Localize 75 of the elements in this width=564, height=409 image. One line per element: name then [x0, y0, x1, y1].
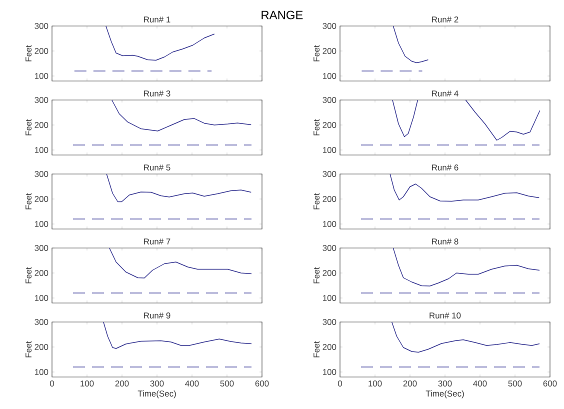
x-tick-label: 400	[185, 380, 199, 387]
line-series	[391, 322, 540, 353]
y-axis-title: Feet	[26, 341, 32, 358]
y-tick-label: 200	[322, 122, 336, 128]
x-tick-label: 200	[403, 380, 417, 387]
y-tick-label: 300	[322, 97, 336, 103]
y-tick-label: 300	[322, 245, 336, 251]
y-tick-label: 300	[34, 97, 48, 103]
x-tick-label: 600	[543, 380, 557, 387]
y-tick-label: 200	[34, 196, 48, 202]
y-tick-label: 300	[322, 171, 336, 177]
x-tick-label: 200	[115, 380, 129, 387]
x-tick-label: 500	[508, 380, 522, 387]
text: RANGE	[262, 10, 303, 20]
chart-title: Run# 1	[144, 16, 170, 22]
line-series	[112, 100, 252, 132]
x-axis-title: Time(Sec)	[138, 390, 176, 398]
chart-title: Run# 5	[144, 164, 170, 170]
chart-title: Run# 8	[432, 238, 458, 244]
x-tick-label: 100	[80, 380, 94, 387]
y-tick-label: 300	[34, 23, 48, 29]
y-tick-label: 300	[34, 245, 48, 251]
x-tick-label: 0	[338, 380, 342, 387]
y-tick-label: 200	[34, 344, 48, 350]
line-series	[103, 322, 252, 349]
y-axis-title: Feet	[314, 45, 320, 62]
y-tick-label: 200	[322, 48, 336, 54]
chart-title: Run# 10	[430, 312, 461, 318]
chart-title: Run# 7	[144, 238, 170, 244]
x-tick-label: 100	[368, 380, 382, 387]
x-tick-label: 300	[438, 380, 452, 387]
y-tick-label: 200	[34, 270, 48, 276]
y-axis-title: Feet	[314, 267, 320, 284]
y-tick-label: 100	[322, 73, 336, 79]
x-tick-label: 0	[50, 380, 54, 387]
line-series	[392, 26, 429, 64]
y-tick-label: 100	[34, 369, 48, 375]
y-axis-title: Feet	[314, 341, 320, 358]
y-tick-label: 200	[34, 122, 48, 128]
chart-title: Run# 3	[144, 90, 170, 96]
chart-title: Run# 9	[144, 312, 170, 318]
x-tick-label: 400	[473, 380, 487, 387]
y-axis-title: Feet	[26, 45, 32, 62]
y-tick-label: 100	[34, 221, 48, 227]
y-axis-title: Feet	[314, 119, 320, 136]
x-tick-label: 300	[150, 380, 164, 387]
line-series	[390, 174, 540, 202]
line-series	[106, 26, 215, 61]
y-tick-label: 100	[322, 295, 336, 301]
line-series	[106, 174, 252, 202]
y-tick-label: 200	[322, 344, 336, 350]
y-tick-label: 100	[34, 147, 48, 153]
y-tick-label: 200	[322, 196, 336, 202]
y-axis-title: Feet	[314, 193, 320, 210]
x-axis-title: Time(Sec)	[426, 390, 464, 398]
chart-title: Run# 6	[432, 164, 458, 170]
y-axis-title: Feet	[26, 119, 32, 136]
y-axis-title: Feet	[26, 267, 32, 284]
y-tick-label: 200	[34, 48, 48, 54]
y-tick-label: 100	[34, 295, 48, 301]
y-tick-label: 100	[322, 369, 336, 375]
y-tick-label: 300	[322, 23, 336, 29]
chart-title: Run# 4	[432, 90, 458, 96]
x-tick-label: 600	[255, 380, 269, 387]
y-tick-label: 300	[34, 171, 48, 177]
y-tick-label: 100	[322, 221, 336, 227]
y-tick-label: 300	[322, 319, 336, 325]
chart-title: Run# 2	[432, 16, 458, 22]
y-tick-label: 100	[34, 73, 48, 79]
y-tick-label: 100	[322, 147, 336, 153]
y-axis-title: Feet	[26, 193, 32, 210]
x-tick-label: 500	[220, 380, 234, 387]
y-tick-label: 300	[34, 319, 48, 325]
line-series	[392, 248, 540, 286]
y-tick-label: 200	[322, 270, 336, 276]
